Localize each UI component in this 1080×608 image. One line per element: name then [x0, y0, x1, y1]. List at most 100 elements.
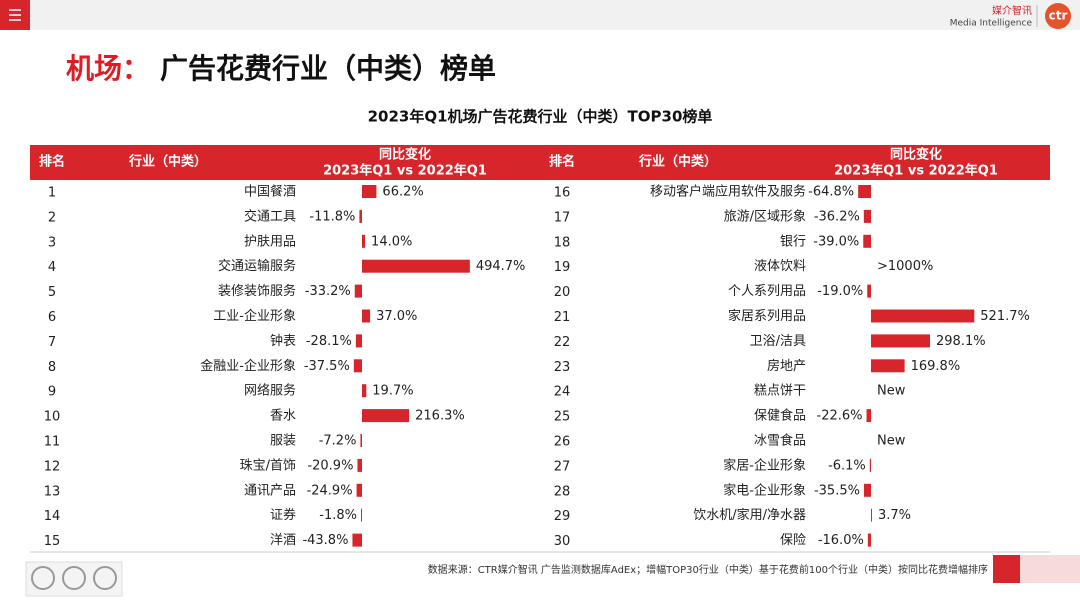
bar	[362, 185, 377, 198]
industry: 中国餐酒	[244, 184, 296, 200]
industry: 交通运输服务	[218, 258, 296, 274]
value-label: 298.1%	[936, 334, 986, 349]
rank: 20	[554, 285, 571, 300]
bar	[858, 185, 871, 198]
industry: 交通工具	[244, 208, 296, 224]
industry: 保健食品	[754, 408, 806, 424]
logo-text: ctr	[1049, 9, 1068, 23]
bar	[362, 309, 371, 323]
footer-block-light	[1020, 555, 1080, 583]
industry: 工业-企业形象	[213, 308, 296, 324]
col-change: 同比变化	[890, 147, 942, 163]
value-label: -22.6%	[817, 409, 863, 424]
value-label: 169.8%	[911, 359, 961, 374]
value-label: -1.8%	[319, 508, 357, 523]
industry: 家居系列用品	[728, 308, 806, 324]
industry: 保险	[780, 533, 806, 548]
rank: 5	[48, 285, 56, 300]
value-label: -35.5%	[814, 483, 860, 498]
table-header	[30, 145, 1050, 180]
bar	[867, 284, 871, 298]
rank: 8	[48, 360, 56, 375]
industry: 银行	[780, 234, 806, 249]
col-period: 2023年Q1 vs 2022年Q1	[834, 163, 998, 179]
value-label: -24.9%	[307, 483, 353, 498]
bar	[867, 533, 871, 547]
value-label: -16.0%	[818, 533, 864, 548]
industry: 钟表	[270, 333, 296, 349]
rank: 15	[44, 534, 61, 549]
industry: 服装	[270, 434, 296, 449]
cert-logos	[25, 561, 123, 597]
value-label: 19.7%	[372, 384, 413, 399]
rank: 18	[554, 235, 571, 250]
bar	[362, 384, 367, 398]
footer-source: 数据来源：CTR媒介智讯 广告监测数据库AdEx；增幅TOP30行业（中类）基于…	[428, 563, 988, 576]
top-bar	[0, 0, 1080, 30]
col-industry: 行业（中类）	[128, 154, 207, 170]
logo	[1045, 3, 1071, 29]
rank: 7	[48, 335, 56, 350]
rank: 4	[48, 260, 56, 275]
bar	[863, 234, 871, 248]
title: 广告花费行业（中类）榜单	[160, 52, 496, 85]
industry: 证券	[270, 507, 296, 523]
value-label: -28.1%	[306, 334, 352, 349]
bar	[361, 508, 362, 522]
bar	[871, 508, 872, 522]
rank: 9	[48, 385, 56, 400]
col-change: 同比变化	[379, 147, 431, 163]
rank: 6	[48, 310, 56, 325]
rank: 12	[44, 459, 61, 474]
value-label: 3.7%	[878, 508, 911, 523]
industry: 装修装饰服务	[218, 283, 296, 299]
industry: 个人系列用品	[728, 284, 806, 299]
value-label: -6.1%	[828, 458, 866, 473]
industry: 洋酒	[270, 533, 296, 548]
value-label: -20.9%	[307, 458, 353, 473]
industry: 金融业-企业形象	[200, 358, 296, 374]
bar	[362, 234, 366, 248]
value-label: -43.8%	[302, 533, 348, 548]
bar	[362, 409, 410, 423]
value-label: -11.8%	[309, 209, 355, 224]
value-label: >1000%	[877, 259, 933, 274]
value-label: -64.8%	[808, 185, 854, 200]
col-rank: 排名	[39, 154, 65, 170]
footer-block	[993, 555, 1020, 583]
bar	[863, 483, 871, 497]
bar	[871, 309, 975, 323]
value-label: -19.0%	[817, 284, 863, 299]
rank: 17	[554, 210, 571, 225]
value-label: -7.2%	[319, 434, 357, 449]
industry: 房地产	[767, 358, 806, 374]
rank: 28	[554, 484, 571, 499]
value-label: -33.2%	[305, 284, 351, 299]
rank: 13	[44, 484, 61, 499]
col-rank: 排名	[549, 154, 575, 170]
bar	[871, 334, 931, 348]
industry: 家居-企业形象	[723, 457, 806, 473]
col-period: 2023年Q1 vs 2022年Q1	[323, 163, 487, 179]
bar	[869, 458, 871, 472]
rank: 26	[554, 435, 571, 450]
rank: 2	[48, 210, 56, 225]
title-prefix: 机场：	[66, 52, 150, 85]
industry: 网络服务	[244, 383, 296, 399]
industry: 珠宝/首饰	[240, 458, 296, 473]
industry: 移动客户端应用软件及服务	[650, 184, 806, 200]
subtitle: 2023年Q1机场广告花费行业（中类）TOP30榜单	[368, 108, 713, 126]
rank: 3	[48, 235, 56, 250]
menu-icon	[9, 9, 21, 21]
industry: 冰雪食品	[754, 433, 806, 449]
brand-cn: 媒介智讯	[992, 4, 1032, 17]
rank: 27	[554, 459, 571, 474]
rank: 21	[554, 310, 571, 325]
value-label: 494.7%	[476, 259, 526, 274]
bar	[360, 434, 362, 447]
industry: 旅游/区域形象	[724, 209, 806, 224]
value-label: 14.0%	[371, 234, 412, 249]
rank: 14	[44, 509, 61, 524]
